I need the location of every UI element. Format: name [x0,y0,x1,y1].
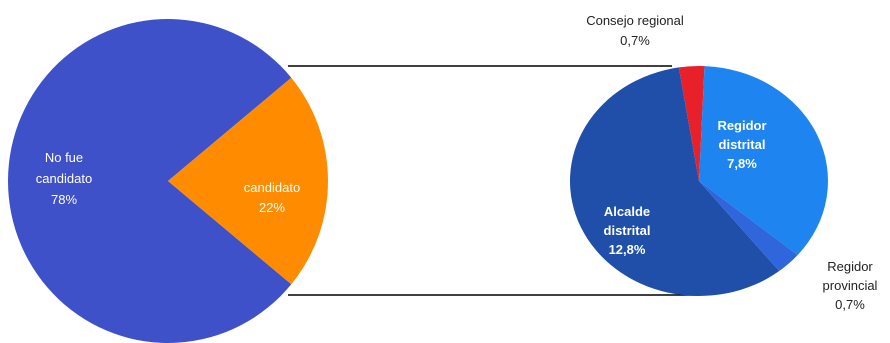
label-candidato: candidato 22% [244,180,300,215]
pie-slice-regidor-provincial [699,181,798,272]
pie-slice-candidato [168,77,328,285]
label-regidor-distrital: Regidor distrital 7,8% [717,118,766,171]
label-value: 78% [51,192,77,207]
label-value: 0,7% [620,33,650,48]
label-line: Regidor [717,118,766,133]
label-line: Alcalde [604,204,650,219]
pie-slice-regidor-distrital [699,66,828,256]
pie-slice-alcalde-distrital [569,67,780,297]
label-line: distrital [719,137,766,152]
label-line: candidato [244,180,300,195]
label-consejo-regional: Consejo regional 0,7% [586,13,684,48]
label-value: 22% [259,200,285,215]
label-regidor-provincial: Regidor provincial 0,7% [823,259,878,312]
label-value: 12,8% [609,242,646,257]
label-value: 7,8% [727,156,757,171]
label-line: distrital [604,223,651,238]
label-line: Regidor [827,259,873,274]
main-pie [8,19,328,343]
label-line: candidato [36,171,92,186]
label-line: No fue [45,150,83,165]
secondary-pie [569,66,828,297]
pie-slice-consejo-regional [678,66,705,181]
label-alcalde-distrital: Alcalde distrital 12,8% [604,204,651,257]
label-line: Consejo regional [586,13,684,28]
label-line: provincial [823,278,878,293]
pie-slice-no-fue-candidato [8,19,292,343]
label-no-fue-candidato: No fue candidato 78% [36,150,92,207]
label-value: 0,7% [835,297,865,312]
